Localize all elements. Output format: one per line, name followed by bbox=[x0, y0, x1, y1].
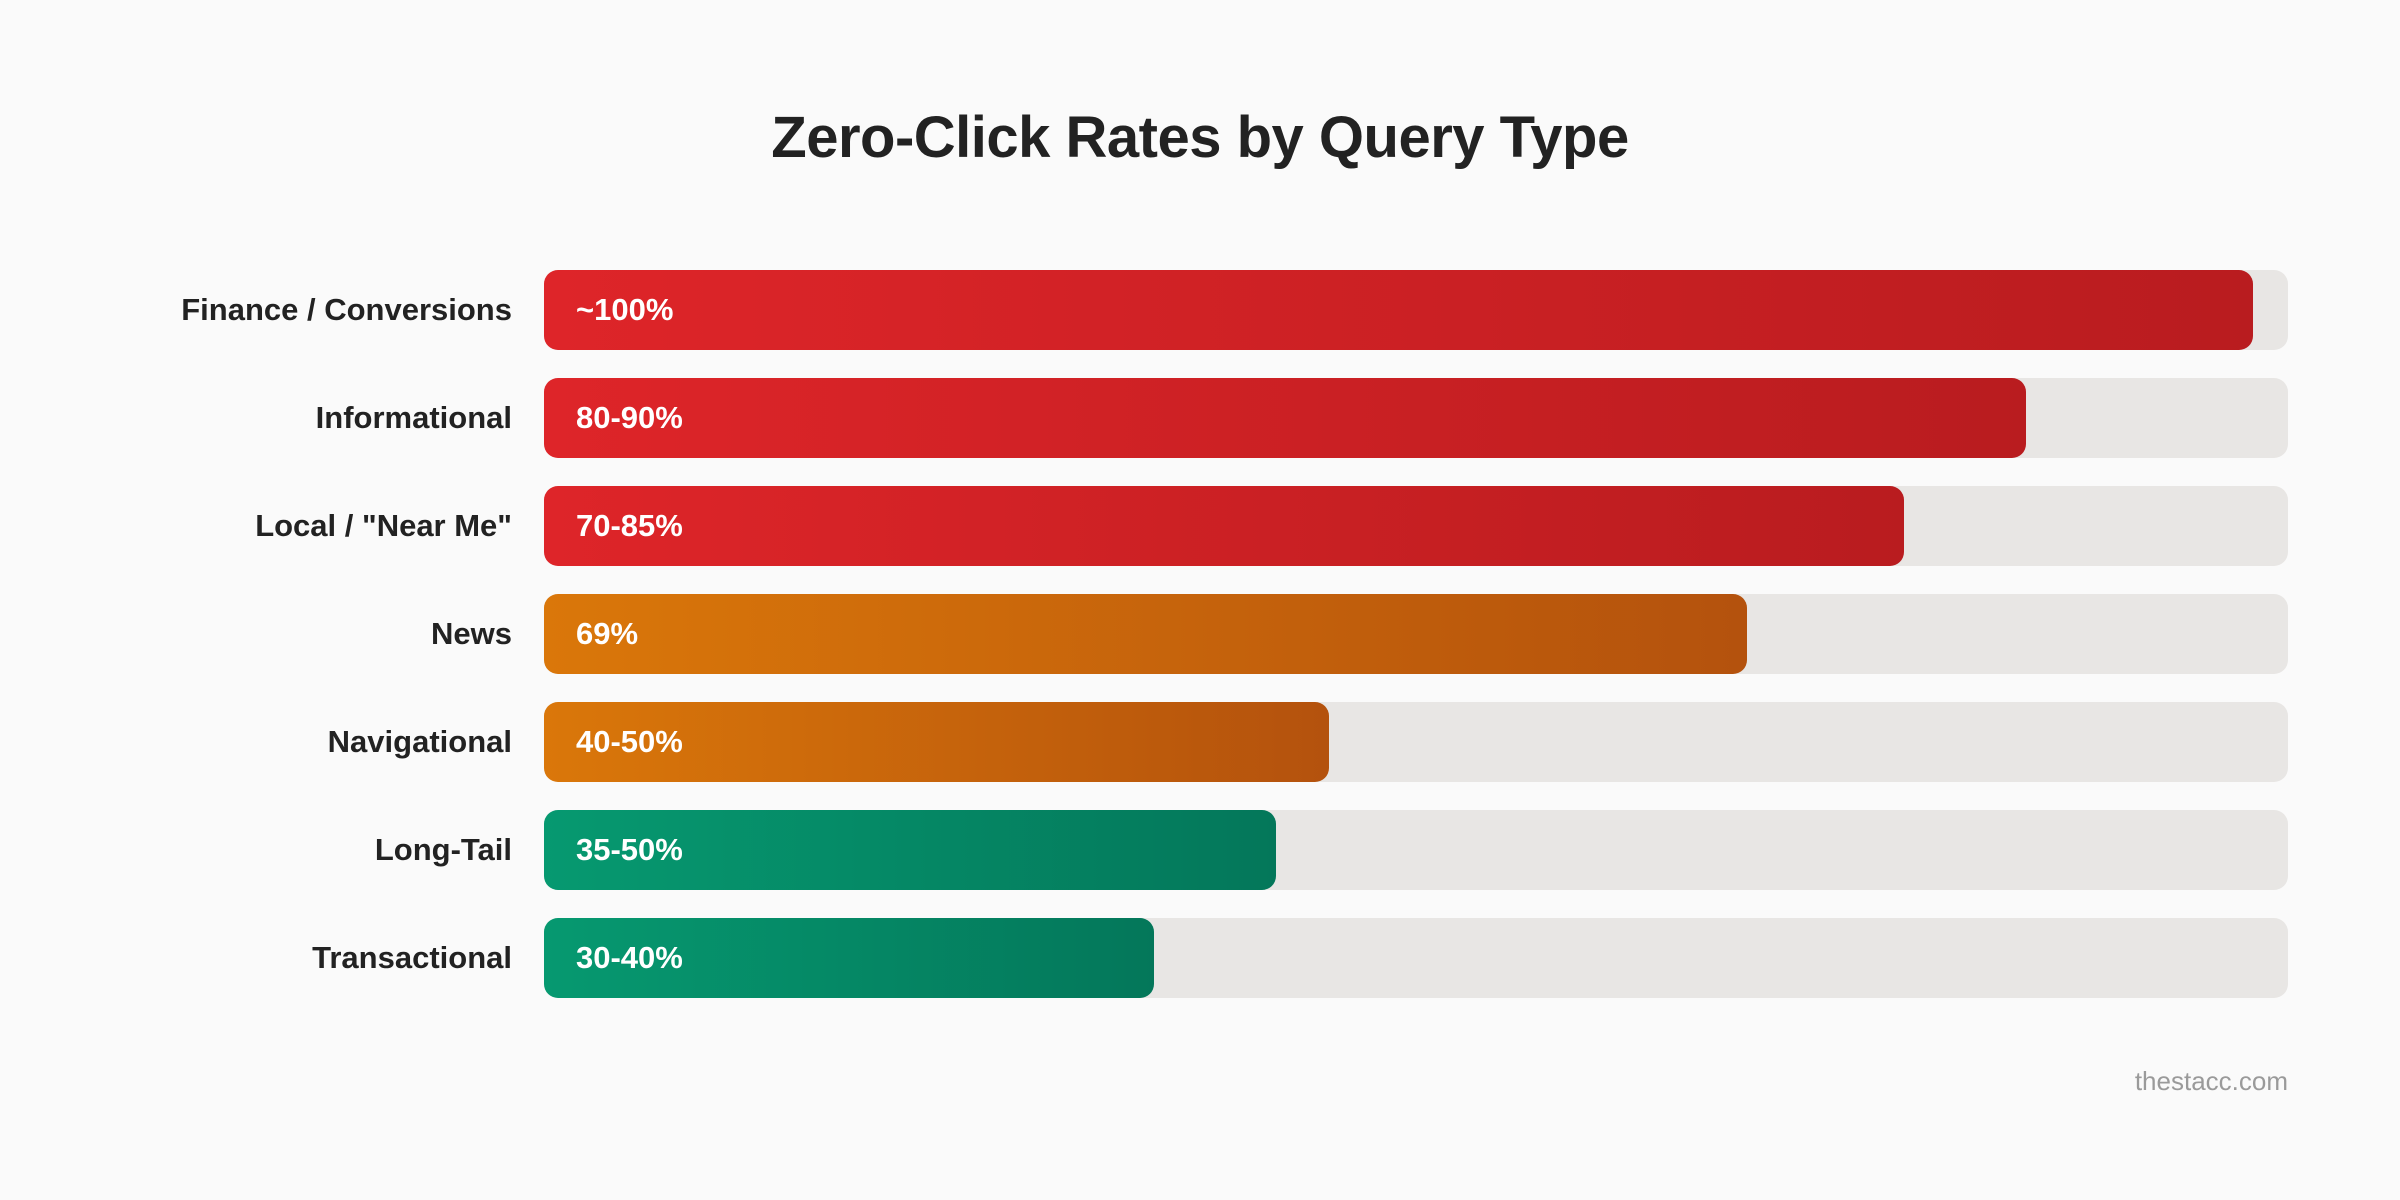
category-label: Local / "Near Me" bbox=[255, 508, 512, 543]
bar-row: Long-Tail 35-50% bbox=[0, 810, 2400, 890]
bar-value-label: 40-50% bbox=[576, 724, 683, 759]
bar-value-label: 80-90% bbox=[576, 400, 683, 435]
bar-row: Local / "Near Me" 70-85% bbox=[0, 486, 2400, 566]
chart-title: Zero-Click Rates by Query Type bbox=[771, 105, 1629, 170]
bar-value-label: ~100% bbox=[576, 292, 674, 327]
bar-track: 69% bbox=[544, 594, 2288, 674]
category-label: Navigational bbox=[327, 724, 512, 759]
bar-track: 70-85% bbox=[544, 486, 2288, 566]
bar-value-label: 35-50% bbox=[576, 832, 683, 867]
bar-track: ~100% bbox=[544, 270, 2288, 350]
source-credit: thestacc.com bbox=[2134, 1066, 2288, 1096]
bar-value-label: 30-40% bbox=[576, 940, 683, 975]
bar: 69% bbox=[544, 594, 1747, 674]
bar-row: Informational 80-90% bbox=[0, 378, 2400, 458]
bar: 35-50% bbox=[544, 810, 1276, 890]
bar-value-label: 70-85% bbox=[576, 508, 683, 543]
bar: 30-40% bbox=[544, 918, 1154, 998]
bar-row: News 69% bbox=[0, 594, 2400, 674]
bar-row: Navigational 40-50% bbox=[0, 702, 2400, 782]
category-label: Transactional bbox=[312, 940, 512, 975]
bar-track: 30-40% bbox=[544, 918, 2288, 998]
bar: 70-85% bbox=[544, 486, 1904, 566]
bar-value-label: 69% bbox=[576, 616, 639, 651]
bar: ~100% bbox=[544, 270, 2253, 350]
category-label: Informational bbox=[315, 400, 512, 435]
bar-track: 80-90% bbox=[544, 378, 2288, 458]
category-label: Finance / Conversions bbox=[181, 292, 512, 327]
bar-row: Transactional 30-40% bbox=[0, 918, 2400, 998]
category-label: News bbox=[431, 616, 512, 651]
bar-row: Finance / Conversions ~100% bbox=[0, 270, 2400, 350]
bar-track: 35-50% bbox=[544, 810, 2288, 890]
bar-track: 40-50% bbox=[544, 702, 2288, 782]
bar: 80-90% bbox=[544, 378, 2026, 458]
category-label: Long-Tail bbox=[374, 832, 512, 867]
bar: 40-50% bbox=[544, 702, 1329, 782]
